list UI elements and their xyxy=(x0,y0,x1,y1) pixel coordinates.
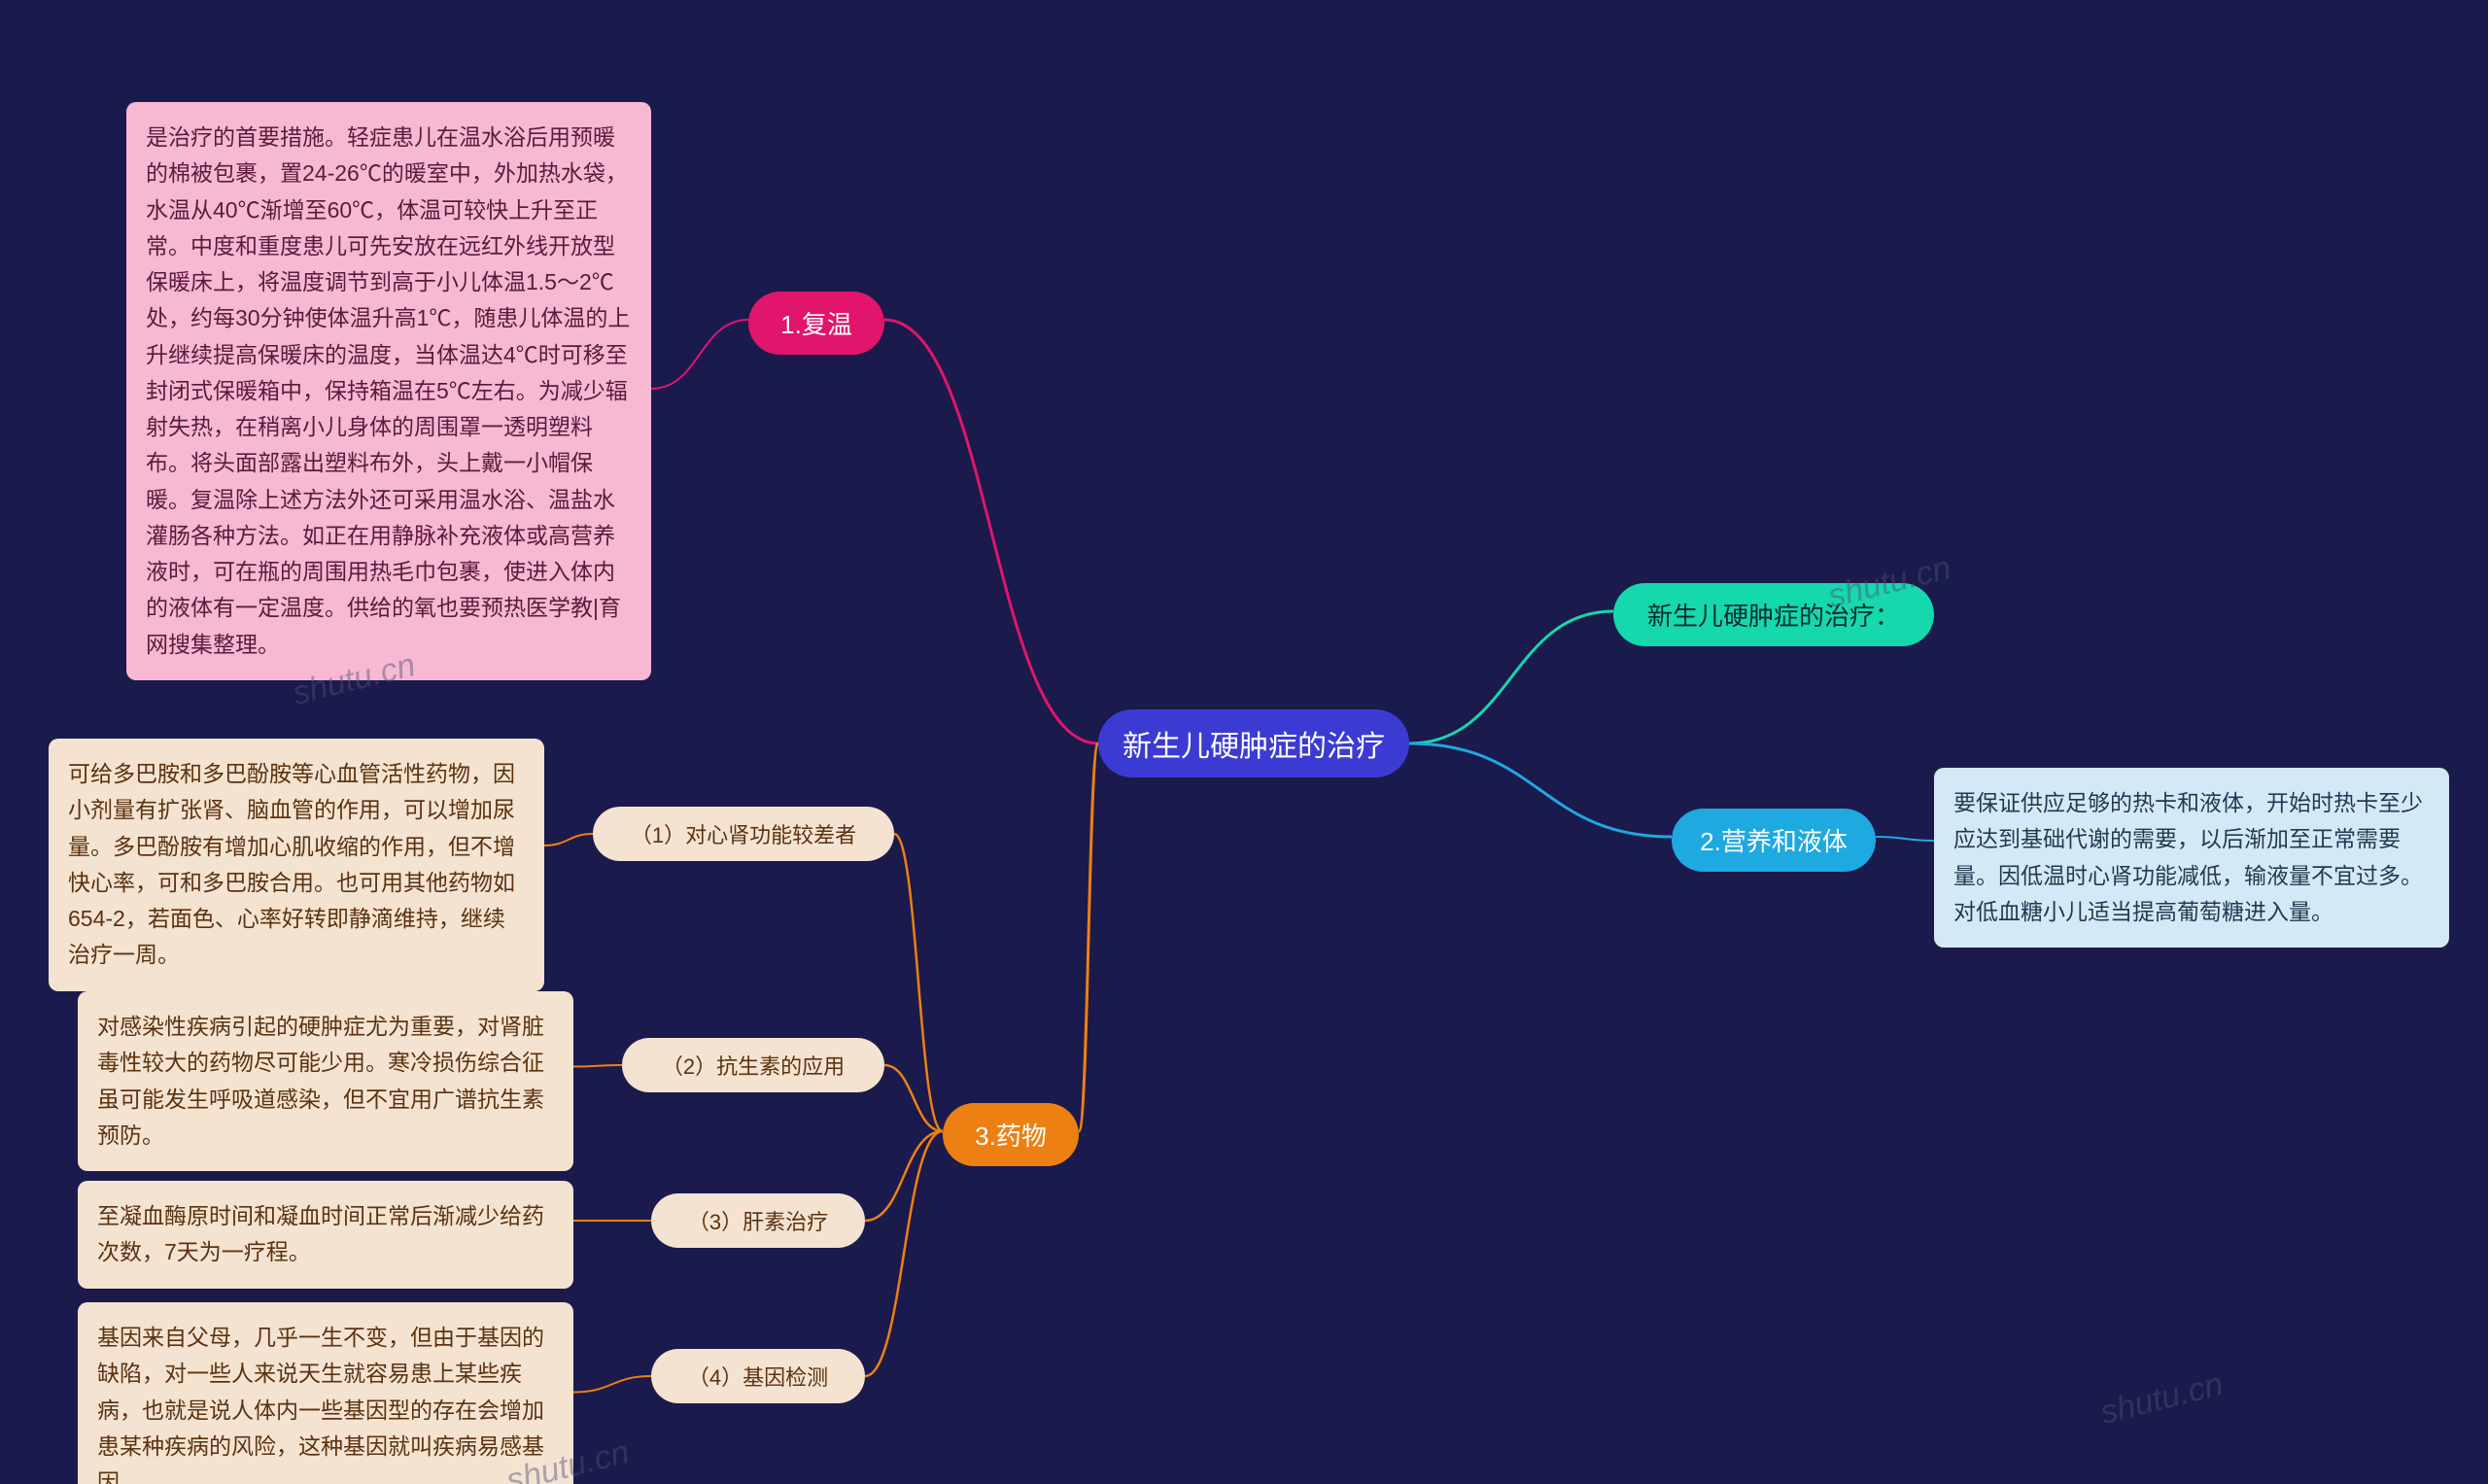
branch-treatment-intro[interactable]: 新生儿硬肿症的治疗： xyxy=(1613,583,1934,646)
leaf-text: 基因来自父母，几乎一生不变，但由于基因的缺陷，对一些人来说天生就容易患上某些疾病… xyxy=(97,1320,554,1484)
leaf-text: 是治疗的首要措施。轻症患儿在温水浴后用预暖的棉被包裹，置24-26℃的暖室中，外… xyxy=(146,120,632,663)
branch-rewarming[interactable]: 1.复温 xyxy=(748,292,884,355)
subnode-label: （1）对心肾功能较差者 xyxy=(631,818,856,849)
leaf-text: 可给多巴胺和多巴酚胺等心血管活性药物，因小剂量有扩张肾、脑血管的作用，可以增加尿… xyxy=(68,756,525,974)
branch-label: 1.复温 xyxy=(780,305,852,341)
leaf-antibiotics-text: 对感染性疾病引起的硬肿症尤为重要，对肾脏毒性较大的药物尽可能少用。寒冷损伤综合征… xyxy=(78,991,573,1171)
subnode-heparin[interactable]: （3）肝素治疗 xyxy=(651,1193,865,1248)
subnode-label: （3）肝素治疗 xyxy=(688,1205,828,1236)
leaf-rewarming-text: 是治疗的首要措施。轻症患儿在温水浴后用预暖的棉被包裹，置24-26℃的暖室中，外… xyxy=(126,102,651,680)
leaf-gene-test-text: 基因来自父母，几乎一生不变，但由于基因的缺陷，对一些人来说天生就容易患上某些疾病… xyxy=(78,1302,573,1484)
mindmap-canvas: { "background": "#1a1a4d", "root": { "id… xyxy=(0,0,2488,1484)
subnode-label: （4）基因检测 xyxy=(688,1361,828,1392)
leaf-text: 要保证供应足够的热卡和液体，开始时热卡至少应达到基础代谢的需要，以后渐加至正常需… xyxy=(1953,785,2430,930)
leaf-cardiorenal-text: 可给多巴胺和多巴酚胺等心血管活性药物，因小剂量有扩张肾、脑血管的作用，可以增加尿… xyxy=(49,739,544,991)
subnode-label: （2）抗生素的应用 xyxy=(662,1050,845,1081)
leaf-nutrition-text: 要保证供应足够的热卡和液体，开始时热卡至少应达到基础代谢的需要，以后渐加至正常需… xyxy=(1934,768,2449,948)
branch-drugs[interactable]: 3.药物 xyxy=(943,1103,1079,1166)
branch-label: 3.药物 xyxy=(975,1117,1047,1153)
leaf-text: 至凝血酶原时间和凝血时间正常后渐减少给药次数，7天为一疗程。 xyxy=(97,1198,554,1271)
subnode-gene-test[interactable]: （4）基因检测 xyxy=(651,1349,865,1403)
branch-label: 新生儿硬肿症的治疗： xyxy=(1647,597,1900,633)
leaf-heparin-text: 至凝血酶原时间和凝血时间正常后渐减少给药次数，7天为一疗程。 xyxy=(78,1181,573,1289)
root-node[interactable]: 新生儿硬肿症的治疗 xyxy=(1098,709,1409,777)
leaf-text: 对感染性疾病引起的硬肿症尤为重要，对肾脏毒性较大的药物尽可能少用。寒冷损伤综合征… xyxy=(97,1009,554,1154)
branch-label: 2.营养和液体 xyxy=(1700,822,1848,858)
branch-nutrition[interactable]: 2.营养和液体 xyxy=(1672,809,1876,872)
subnode-cardiorenal[interactable]: （1）对心肾功能较差者 xyxy=(593,807,894,861)
root-label: 新生儿硬肿症的治疗 xyxy=(1123,722,1385,765)
subnode-antibiotics[interactable]: （2）抗生素的应用 xyxy=(622,1038,884,1092)
watermark: shutu.cn xyxy=(2096,1365,2227,1432)
